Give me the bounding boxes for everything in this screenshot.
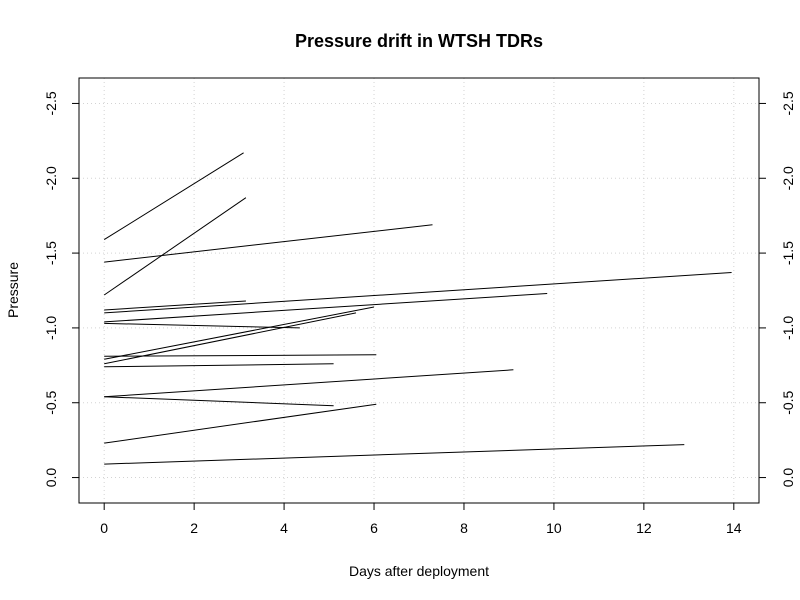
y-tick-label-right-0: 0.0 xyxy=(780,468,796,488)
drift-line-5 xyxy=(104,300,246,311)
drift-line-10 xyxy=(104,354,377,357)
drift-line-13 xyxy=(104,396,334,407)
x-tick-label-2: 4 xyxy=(280,520,288,536)
drift-line-1 xyxy=(103,152,244,241)
x-tick-label-6: 12 xyxy=(636,520,652,536)
y-tick-label-left-3: -1.5 xyxy=(43,241,59,265)
drift-line-12 xyxy=(104,369,514,398)
x-tick-label-1: 2 xyxy=(190,520,198,536)
y-tick-label-right-4: -2.0 xyxy=(780,166,796,190)
plot-frame xyxy=(78,77,760,504)
y-tick-label-left-1: -0.5 xyxy=(43,390,59,414)
y-tick-label-right-2: -1.0 xyxy=(780,316,796,340)
drift-line-6 xyxy=(104,293,548,323)
grid-layer xyxy=(79,78,759,503)
drift-line-2 xyxy=(103,197,247,296)
y-tick-label-right-5: -2.5 xyxy=(780,91,796,115)
drift-line-11 xyxy=(104,363,334,368)
drift-line-9 xyxy=(104,312,357,365)
series-layer xyxy=(103,152,732,465)
x-tick-label-3: 6 xyxy=(370,520,378,536)
drift-line-3 xyxy=(104,224,433,263)
x-axis-label: Days after deployment xyxy=(349,563,489,579)
drift-line-8 xyxy=(104,306,375,360)
y-tick-label-right-1: -0.5 xyxy=(780,390,796,414)
y-tick-label-right-3: -1.5 xyxy=(780,241,796,265)
drift-line-14 xyxy=(104,403,377,444)
x-tick-label-4: 8 xyxy=(460,520,468,536)
y-tick-label-left-2: -1.0 xyxy=(43,316,59,340)
y-tick-label-left-5: -2.5 xyxy=(43,91,59,115)
y-tick-label-left-4: -2.0 xyxy=(43,166,59,190)
drift-line-4 xyxy=(104,272,732,314)
y-tick-label-left-0: 0.0 xyxy=(43,468,59,488)
x-tick-label-0: 0 xyxy=(100,520,108,536)
y-axis-label: Pressure xyxy=(5,262,21,318)
x-tick-label-7: 14 xyxy=(726,520,742,536)
axis-layer: 0 2 4 6 8 10 12 14 0.0 0.0 -0.5 -0.5 -1.0 -1.0 -1.5 -1.… xyxy=(43,91,796,536)
drift-line-15 xyxy=(104,444,685,465)
chart-title: Pressure drift in WTSH TDRs xyxy=(295,31,543,51)
x-tick-label-5: 10 xyxy=(546,520,562,536)
drift-line-7 xyxy=(104,322,300,329)
